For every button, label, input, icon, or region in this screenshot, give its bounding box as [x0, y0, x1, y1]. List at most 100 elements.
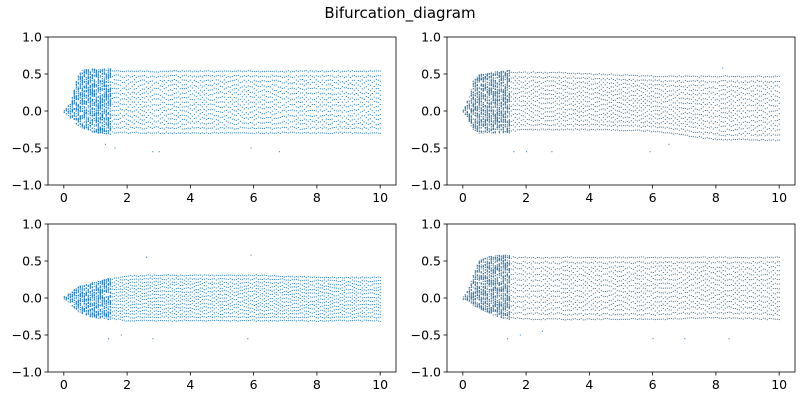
data-point [203, 103, 205, 105]
data-point [345, 106, 347, 108]
data-point [305, 83, 307, 85]
data-point [223, 88, 225, 90]
data-point [109, 101, 111, 103]
data-point [251, 132, 253, 134]
data-point [245, 81, 247, 83]
data-point [341, 91, 343, 93]
data-point [500, 83, 502, 85]
data-point [345, 76, 347, 78]
data-point [171, 118, 173, 120]
data-point [335, 110, 337, 112]
data-point [351, 88, 353, 90]
data-point [474, 106, 476, 108]
data-point [189, 118, 191, 120]
data-point [179, 132, 181, 134]
data-point [510, 120, 512, 122]
data-point [492, 123, 494, 125]
data-point [97, 100, 99, 102]
data-point [201, 71, 203, 73]
data-point [478, 98, 480, 100]
data-point [281, 131, 283, 133]
data-point [536, 105, 538, 107]
data-point [508, 85, 510, 87]
data-point [149, 96, 151, 98]
data-point [504, 71, 506, 73]
data-point [522, 82, 524, 84]
data-point [211, 132, 213, 134]
data-point [369, 104, 371, 106]
data-point [329, 101, 331, 103]
data-point [219, 96, 221, 98]
data-point [77, 117, 79, 119]
data-point [169, 104, 171, 106]
data-point [103, 130, 105, 132]
data-point [133, 115, 135, 117]
data-point [478, 80, 480, 82]
data-point [109, 108, 111, 110]
data-point [315, 119, 317, 121]
data-point [478, 128, 480, 130]
data-point [177, 71, 179, 73]
data-point [85, 78, 87, 80]
data-point [287, 75, 289, 77]
data-point [87, 94, 89, 96]
data-point [99, 109, 101, 111]
data-point [504, 94, 506, 96]
data-point [97, 112, 99, 114]
data-point [480, 77, 482, 79]
data-point [73, 93, 75, 94]
data-point [145, 70, 147, 72]
data-point [133, 119, 135, 121]
data-point [490, 105, 492, 107]
data-point [215, 115, 217, 117]
data-point [131, 116, 133, 118]
data-point [109, 123, 111, 125]
data-point [502, 78, 504, 79]
data-point [530, 119, 532, 121]
data-point [500, 129, 502, 131]
data-point [173, 102, 175, 104]
data-point [77, 93, 79, 95]
data-point [97, 129, 99, 131]
data-point [297, 122, 299, 124]
data-point [494, 118, 496, 120]
data-point [71, 108, 73, 110]
data-point [207, 98, 209, 100]
data-point [179, 103, 181, 105]
data-point [95, 121, 97, 122]
data-point [87, 93, 89, 95]
data-point [253, 79, 255, 81]
data-point [227, 121, 229, 123]
data-point [123, 131, 125, 133]
data-point [109, 71, 111, 72]
data-point [79, 119, 81, 121]
data-point [508, 71, 510, 73]
data-point [267, 90, 269, 92]
data-point [217, 79, 219, 81]
data-point [339, 76, 341, 78]
data-point [101, 101, 103, 103]
data-point [482, 106, 484, 108]
data-point [87, 111, 89, 113]
data-point [77, 76, 79, 78]
data-point [223, 124, 225, 126]
data-point [341, 96, 343, 97]
data-point [528, 77, 530, 79]
data-point [145, 122, 147, 124]
data-point [520, 81, 522, 83]
data-point [103, 73, 105, 75]
data-point [510, 100, 512, 102]
data-point [275, 104, 277, 106]
data-point [105, 119, 107, 121]
data-point [480, 78, 482, 80]
data-point [243, 108, 245, 110]
data-point [187, 111, 189, 113]
data-point [95, 110, 97, 112]
data-point [462, 111, 464, 113]
data-point [105, 131, 107, 133]
data-point [97, 76, 99, 78]
data-point [85, 77, 87, 78]
data-point [171, 84, 173, 86]
data-point [107, 97, 109, 99]
data-point [496, 124, 498, 126]
